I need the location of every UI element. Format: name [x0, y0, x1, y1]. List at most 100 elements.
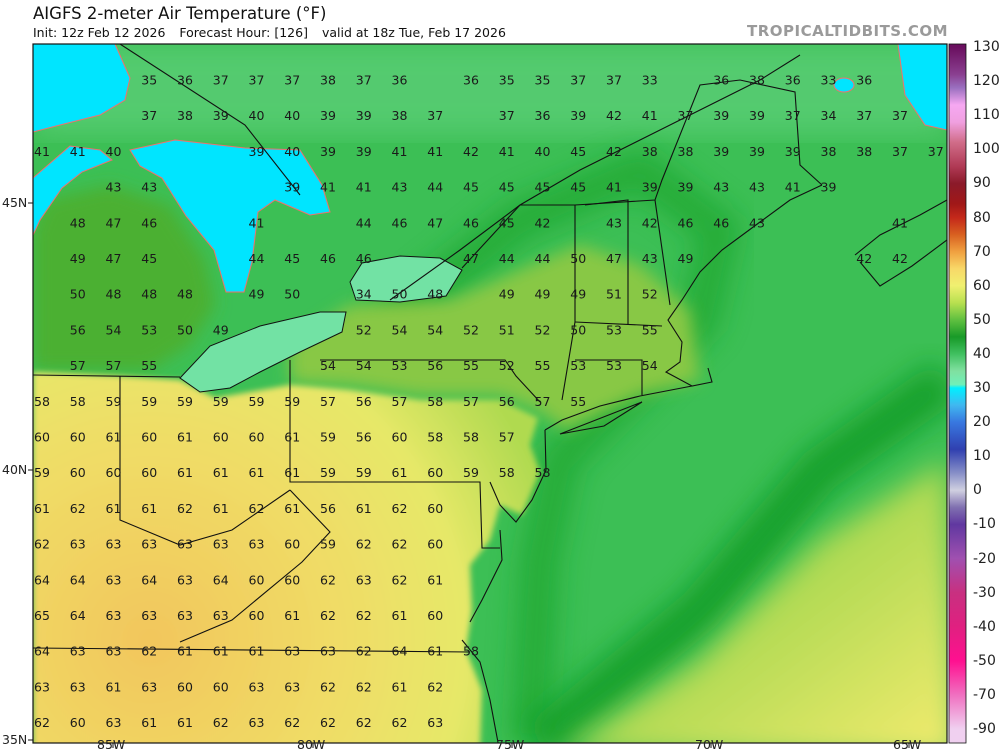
temperature-value: 36 — [392, 73, 408, 88]
map-subtitle: Init: 12z Feb 12 2026 Forecast Hour: [12… — [33, 25, 516, 40]
temperature-value: 61 — [106, 501, 122, 516]
temperature-value: 63 — [284, 644, 300, 659]
temperature-value: 49 — [499, 287, 515, 302]
temperature-value: 41 — [785, 180, 801, 195]
temperature-value: 61 — [356, 501, 372, 516]
temperature-value: 63 — [177, 537, 193, 552]
temperature-value: 41 — [34, 144, 50, 159]
temperature-value: 62 — [392, 537, 408, 552]
temperature-value: 61 — [177, 715, 193, 730]
colorbar — [948, 43, 967, 744]
colorbar-label: -40 — [973, 618, 996, 635]
temperature-value: 63 — [70, 644, 86, 659]
temperature-value: 62 — [249, 501, 265, 516]
temperature-value: 60 — [141, 465, 157, 480]
temperature-value: 36 — [177, 73, 193, 88]
temperature-value: 59 — [320, 537, 336, 552]
temperature-value: 49 — [213, 322, 229, 337]
temperature-value: 62 — [284, 715, 300, 730]
temperature-value: 64 — [141, 572, 157, 587]
temperature-value: 63 — [141, 608, 157, 623]
temperature-value: 55 — [463, 358, 479, 373]
temperature-value: 43 — [749, 215, 765, 230]
temperature-value: 48 — [70, 215, 86, 230]
temperature-value: 45 — [535, 180, 551, 195]
colorbar-label: 0 — [973, 482, 982, 499]
temperature-value: 45 — [499, 215, 515, 230]
lat-label: 40N — [2, 462, 28, 477]
temperature-value: 43 — [749, 180, 765, 195]
temperature-value: 42 — [606, 108, 622, 123]
temperature-value: 41 — [642, 108, 658, 123]
temperature-value: 47 — [427, 215, 443, 230]
temperature-value: 54 — [320, 358, 336, 373]
temperature-value: 41 — [392, 144, 408, 159]
temperature-value: 44 — [249, 251, 265, 266]
temperature-value: 52 — [463, 322, 479, 337]
temperature-value: 44 — [427, 180, 443, 195]
temperature-value: 61 — [141, 715, 157, 730]
temperature-value: 48 — [141, 287, 157, 302]
temperature-value: 61 — [392, 679, 408, 694]
colorbar-label: 20 — [973, 414, 991, 431]
colorbar-label: 100 — [973, 141, 1000, 158]
temperature-value: 38 — [642, 144, 658, 159]
temperature-value: 62 — [34, 715, 50, 730]
temperature-value: 56 — [356, 430, 372, 445]
temperature-value: 50 — [570, 251, 586, 266]
temperature-value: 53 — [606, 322, 622, 337]
temperature-value: 63 — [106, 608, 122, 623]
temperature-value: 35 — [535, 73, 551, 88]
temperature-value: 59 — [463, 465, 479, 480]
temperature-value: 41 — [70, 144, 86, 159]
temperature-value: 54 — [106, 322, 122, 337]
temperature-value: 59 — [213, 394, 229, 409]
temperature-value: 61 — [284, 465, 300, 480]
map-field: 35 36 37 37 37 38 37 36 36 35 35 37 37 33 36 38 36 33 36 37… — [33, 44, 947, 743]
temperature-value: 56 — [356, 394, 372, 409]
temperature-value: 34 — [356, 287, 372, 302]
temperature-value: 47 — [106, 215, 122, 230]
temperature-value: 56 — [427, 358, 443, 373]
temperature-value: 34 — [821, 108, 837, 123]
temperature-value: 57 — [392, 394, 408, 409]
temperature-value: 57 — [106, 358, 122, 373]
temperature-value: 62 — [320, 608, 336, 623]
temperature-value: 48 — [427, 287, 443, 302]
temperature-value: 63 — [249, 679, 265, 694]
temperature-value: 41 — [606, 180, 622, 195]
temperature-value: 63 — [141, 679, 157, 694]
temperature-value: 60 — [392, 430, 408, 445]
temperature-value: 59 — [320, 430, 336, 445]
temperature-value: 54 — [356, 358, 372, 373]
temperature-value: 57 — [499, 430, 515, 445]
temperature-value: 37 — [892, 108, 908, 123]
temperature-value: 39 — [749, 108, 765, 123]
temperature-value: 58 — [34, 394, 50, 409]
warm-land-region — [33, 372, 540, 743]
temperature-value: 63 — [356, 572, 372, 587]
temperature-value: 57 — [70, 358, 86, 373]
temperature-value: 43 — [392, 180, 408, 195]
temperature-value: 62 — [356, 644, 372, 659]
temperature-value: 62 — [356, 608, 372, 623]
colorbar-label: 120 — [973, 73, 1000, 90]
temperature-value: 40 — [284, 144, 300, 159]
temperature-value: 54 — [642, 358, 658, 373]
temperature-value: 42 — [606, 144, 622, 159]
temperature-value: 63 — [34, 679, 50, 694]
temperature-value: 64 — [213, 572, 229, 587]
temperature-value: 61 — [427, 572, 443, 587]
temperature-value: 37 — [928, 144, 944, 159]
temperature-value: 61 — [177, 644, 193, 659]
axis-ticks — [28, 202, 910, 748]
temperature-value: 60 — [106, 465, 122, 480]
lat-label: 45N — [2, 195, 28, 210]
temperature-value: 37 — [249, 73, 265, 88]
temperature-value: 63 — [70, 537, 86, 552]
temperature-value: 37 — [499, 108, 515, 123]
temperature-value: 61 — [177, 430, 193, 445]
temperature-value: 39 — [356, 144, 372, 159]
map-frame — [32, 43, 948, 744]
